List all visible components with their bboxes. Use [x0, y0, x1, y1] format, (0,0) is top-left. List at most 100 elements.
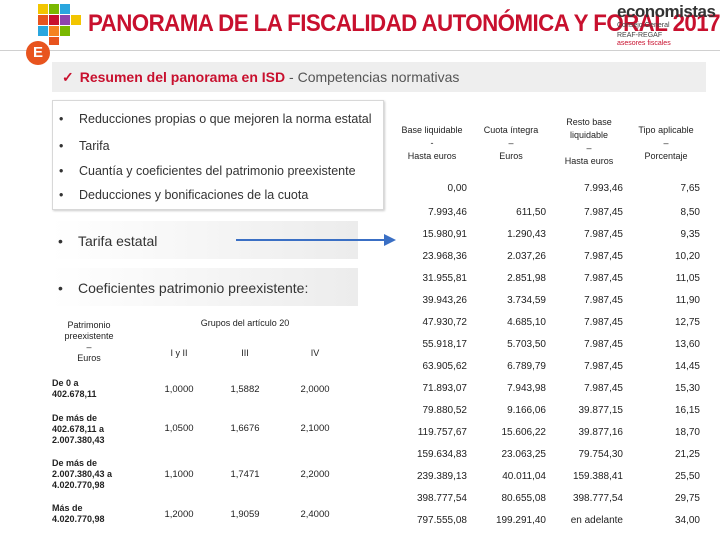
rt-cell: 2.851,98 — [507, 273, 546, 284]
rt-cell: 15.606,22 — [501, 427, 547, 438]
rt-cell: 79.880,52 — [422, 405, 468, 416]
rt-cell: 71.893,07 — [422, 383, 468, 394]
main-title: PANORAMA DE LA FISCALIDAD AUTONÓMICA Y F… — [88, 10, 720, 37]
lt-row-label: De más de 402.678,11 a 2.007.380,43 — [52, 413, 105, 445]
rt-cell: 7.987,45 — [584, 361, 623, 372]
rt-header-base: Base liquidable - Hasta euros — [401, 125, 463, 161]
lt-cell: 1,9059 — [230, 509, 260, 520]
rt-cell: 21,25 — [674, 449, 700, 460]
check-icon: ✓ — [62, 69, 74, 85]
rt-cell: 9,35 — [680, 229, 700, 240]
rt-cell: 159.634,83 — [416, 449, 467, 460]
lt-header-grupos: Grupos del artículo 20 — [200, 318, 290, 328]
arrow-right-icon — [236, 234, 396, 246]
rt-cell: 15,30 — [674, 383, 700, 394]
rt-cell: 7.987,45 — [584, 339, 623, 350]
competencias-box: • Reducciones propias o que mejoren la no… — [52, 100, 384, 210]
rt-cell: 39.943,26 — [422, 295, 468, 306]
tarifa-label: • Tarifa estatal — [58, 233, 158, 249]
lt-header-group: IV — [310, 348, 320, 358]
cubes-logo-icon — [38, 4, 81, 45]
rt-cell: 11,05 — [675, 273, 700, 284]
rt-cell: 14,45 — [674, 361, 700, 372]
rt-cell: 39.877,15 — [578, 405, 624, 416]
lt-cell: 1,0500 — [164, 423, 194, 434]
header: PANORAMA DE LA FISCALIDAD AUTONÓMICA Y F… — [0, 0, 720, 50]
coeficientes-label: • Coeficientes patrimonio preexistente: — [58, 280, 309, 296]
rt-cell: 63.905,62 — [422, 361, 468, 372]
lt-cell: 2,1000 — [300, 423, 330, 434]
brand-logo: economistas Consejo General REAF-REGAF a… — [617, 2, 717, 48]
rt-cell: 7.943,98 — [507, 383, 546, 394]
rt-cell: 39.877,16 — [578, 427, 624, 438]
rt-cell: 398.777,54 — [416, 493, 467, 504]
rt-cell: 7.987,45 — [584, 251, 623, 262]
rt-cell: 199.291,40 — [495, 515, 546, 526]
lt-header-group: I y II — [170, 348, 188, 358]
rt-cell: 13,60 — [674, 339, 700, 350]
lt-cell: 1,6676 — [230, 423, 260, 434]
rt-cell: 7.993,46 — [584, 183, 623, 194]
brand-line-3: asesores fiscales — [617, 40, 671, 47]
rt-cell: 611,50 — [516, 207, 546, 218]
rt-cell: 239.389,13 — [416, 471, 467, 482]
rt-cell: 40.011,04 — [502, 471, 546, 482]
rt-cell: 7.987,45 — [584, 317, 623, 328]
lt-cell: 1,7471 — [230, 469, 260, 480]
rt-cell: 15.980,91 — [422, 229, 468, 240]
rt-cell: 5.703,50 — [507, 339, 546, 350]
coeficientes-band: • Coeficientes patrimonio preexistente: — [52, 268, 358, 306]
rt-cell: en adelante — [570, 515, 623, 526]
brand-line-1: Consejo General — [617, 22, 670, 29]
lt-row-label: De 0 a 402.678,11 — [52, 378, 97, 399]
rt-cell: 4.685,10 — [507, 317, 546, 328]
rt-header-cuota: Cuota íntegra – Euros — [483, 125, 539, 161]
rt-cell: 7.987,45 — [584, 383, 623, 394]
bullet-item: • Tarifa — [59, 139, 110, 153]
rt-cell: 3.734,59 — [507, 295, 546, 306]
rt-cell: 0,00 — [447, 183, 467, 194]
lt-cell: 2,0000 — [300, 384, 330, 395]
rt-cell: 7,65 — [680, 183, 700, 194]
rt-cell: 159.388,41 — [572, 471, 623, 482]
rt-cell: 1.290,43 — [507, 229, 546, 240]
rt-cell: 79.754,30 — [578, 449, 624, 460]
rt-cell: 12,75 — [674, 317, 700, 328]
rt-cell: 2.037,26 — [507, 251, 546, 262]
rt-cell: 31.955,81 — [422, 273, 468, 284]
rt-cell: 47.930,72 — [422, 317, 468, 328]
rt-cell: 797.555,08 — [416, 515, 467, 526]
lt-cell: 1,2000 — [164, 509, 194, 520]
bullet-item: • Deducciones y bonificaciones de la cuot… — [59, 188, 309, 202]
subtitle-bar: ✓ Resumen del panorama en ISD - Competenc… — [52, 62, 706, 92]
rt-cell: 80.655,08 — [501, 493, 547, 504]
header-divider — [0, 50, 720, 51]
subtitle: ✓ Resumen del panorama en ISD - Competenc… — [62, 69, 460, 85]
rt-cell: 119.757,67 — [417, 427, 467, 438]
lt-row-label: Más de 4.020.770,98 — [52, 503, 105, 524]
rt-cell: 29,75 — [674, 493, 700, 504]
rt-cell: 7.987,45 — [584, 229, 623, 240]
bullet-item: • Reducciones propias o que mejoren la no… — [59, 112, 372, 126]
rt-cell: 6.789,79 — [507, 361, 546, 372]
lt-cell: 2,4000 — [300, 509, 330, 520]
rt-cell: 23.968,36 — [422, 251, 468, 262]
e-badge-icon: E — [26, 41, 50, 65]
rt-cell: 7.987,45 — [584, 207, 623, 218]
rt-cell: 7.987,45 — [584, 273, 623, 284]
rt-cell: 7.987,45 — [584, 295, 623, 306]
rt-cell: 9.166,06 — [507, 405, 546, 416]
lt-row-label: De más de 2.007.380,43 a 4.020.770,98 — [52, 458, 113, 490]
rt-cell: 8,50 — [680, 207, 700, 218]
brand-name: economistas — [617, 2, 716, 21]
rt-header-tipo: Tipo aplicable – Porcentaje — [638, 125, 694, 161]
rt-cell: 7.993,46 — [428, 207, 467, 218]
lt-cell: 1,0000 — [164, 384, 194, 395]
rt-cell: 25,50 — [674, 471, 700, 482]
bullet-item: • Cuantía y coeficientes del patrimonio p… — [59, 164, 356, 178]
lt-cell: 1,5882 — [230, 384, 260, 395]
rt-cell: 11,90 — [675, 295, 700, 306]
lt-cell: 2,2000 — [300, 469, 330, 480]
rt-cell: 55.918,17 — [422, 339, 468, 350]
rt-cell: 398.777,54 — [572, 493, 623, 504]
